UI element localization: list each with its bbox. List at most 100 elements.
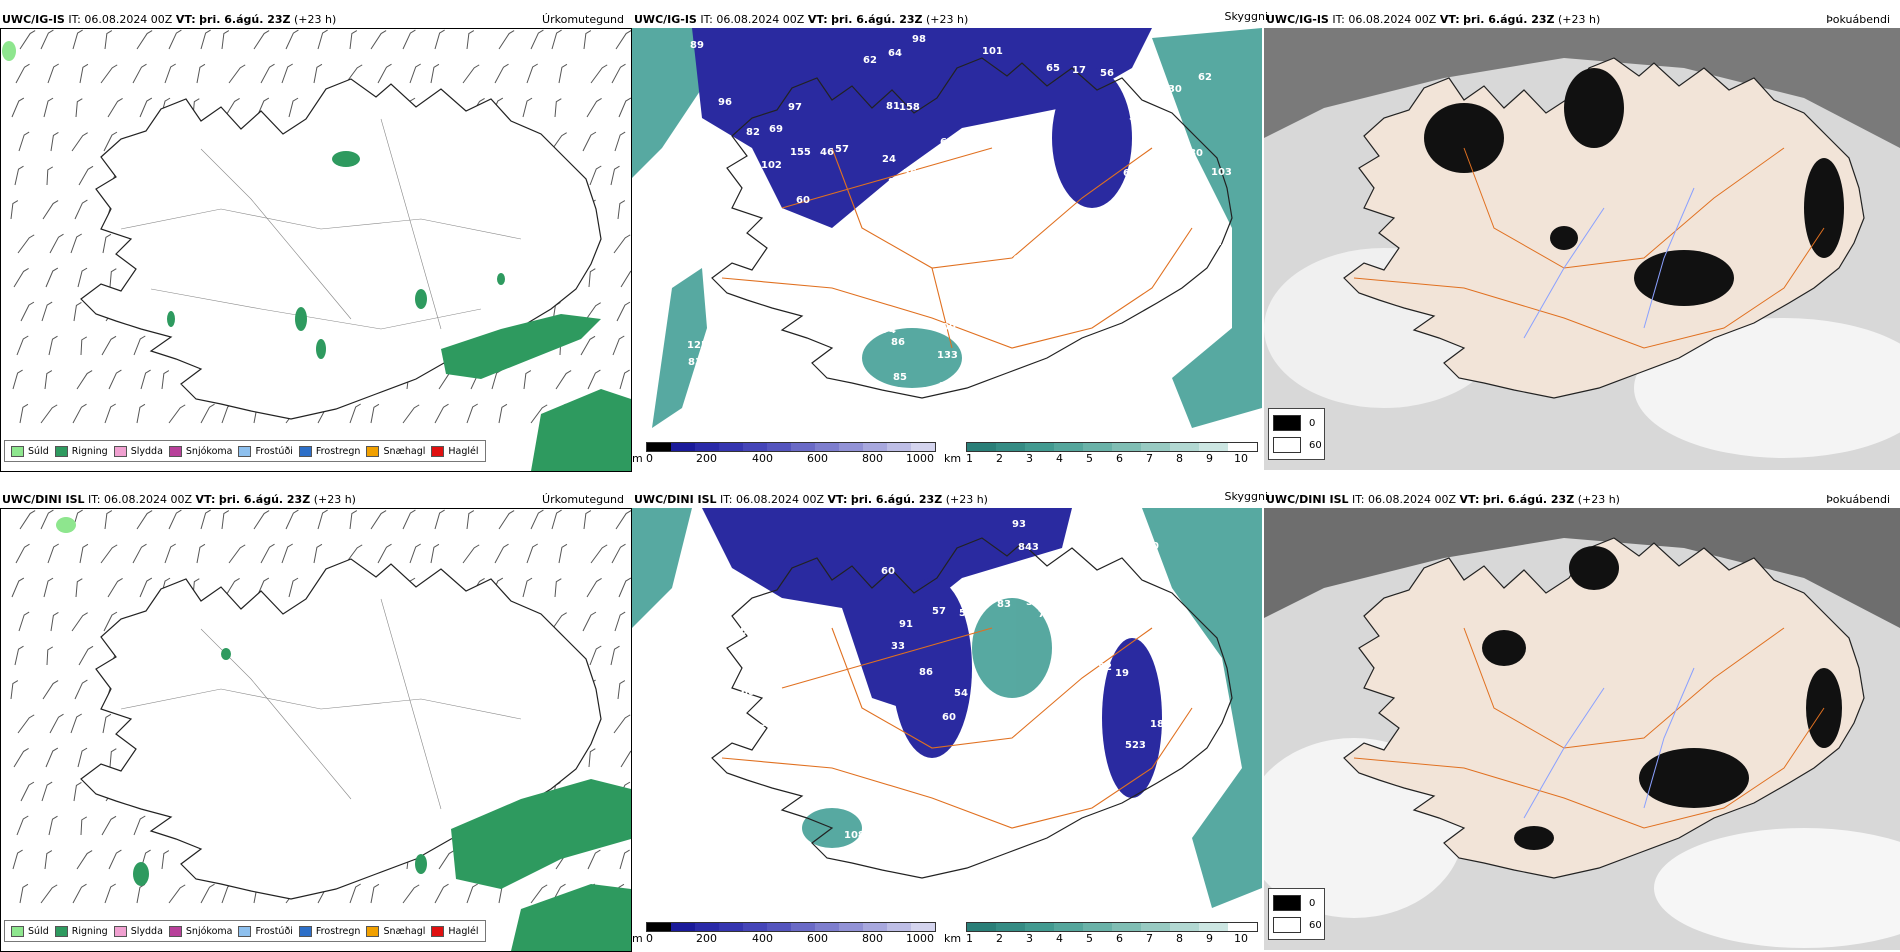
wind-barb [19, 510, 36, 530]
wind-barb [589, 645, 602, 666]
wind-barb [554, 98, 562, 118]
wind-barb [17, 234, 35, 254]
ceiling-label: 88 [1158, 809, 1172, 820]
ceiling-label: 52 [731, 839, 745, 850]
wind-barb [19, 883, 29, 904]
ceiling-label: 67 [1161, 135, 1175, 146]
wind-barb [140, 369, 151, 390]
ceiling-label: 64 [888, 48, 902, 59]
wind-barb [613, 714, 631, 734]
ceiling-label: 33 [891, 641, 905, 652]
ceiling-label: 56 [1100, 68, 1114, 79]
wind-barb [48, 815, 58, 836]
panel-field-title: Úrkomutegund [542, 493, 624, 506]
wind-barb [586, 97, 602, 118]
wind-barb [108, 369, 122, 390]
ceiling-label: 62 [1198, 72, 1212, 83]
ceiling-label: 57 [715, 778, 729, 789]
wind-barb [554, 578, 562, 598]
wind-barb [285, 29, 299, 50]
wind-barb [345, 64, 363, 84]
ceiling-label: 74 [882, 325, 896, 336]
ceiling-label: 69 [830, 731, 844, 742]
wind-barb [200, 29, 211, 50]
wind-barb [80, 336, 88, 356]
drizzle-swatch [11, 445, 24, 457]
ceiling-label: 38 [773, 696, 787, 707]
ceiling-label: 94 [710, 179, 724, 190]
ceiling-label: 66 [1027, 273, 1041, 284]
ceiling-label: 57 [835, 144, 849, 155]
ceiling-label: 40 [1159, 603, 1173, 614]
wind-barb [590, 544, 608, 564]
ceiling-label: 17 [1072, 65, 1086, 76]
ceiling-label: 51 [728, 300, 742, 311]
ceiling-label: 91 [872, 720, 886, 731]
wind-barb [430, 543, 440, 564]
panel-field-title: Þokuábendi [1826, 493, 1890, 506]
wind-barb [196, 63, 206, 84]
wind-barb [613, 234, 631, 254]
ceiling-label: 82 [746, 127, 760, 138]
wind-barb [40, 29, 54, 50]
ceiling-labels-top: 50 94 130 115 99 94 81 67 51 57 83 139 158 91 94 96 64 10… [632, 28, 1262, 438]
wind-barb [253, 510, 270, 530]
snow-hail-swatch [366, 445, 380, 457]
wind-barb [104, 510, 113, 530]
wind-barb [466, 403, 478, 424]
panel-title: UWC/DINI ISL IT: 06.08.2024 00Z VT: þri.… [1266, 493, 1620, 506]
wind-barb [73, 781, 82, 802]
ceiling-label: 60 [881, 566, 895, 577]
wind-barb [317, 509, 328, 530]
ceiling-label: 52 [734, 385, 748, 396]
ceiling-label: 42 [1070, 353, 1084, 364]
ceiling-label: 126 [962, 188, 983, 199]
wind-barb [76, 850, 93, 870]
wind-barb [498, 30, 515, 50]
ceiling-label: 60 [741, 687, 755, 698]
wind-barb [288, 577, 299, 598]
wind-barb [620, 750, 631, 768]
wind-barb [109, 748, 117, 768]
wind-barb [409, 543, 421, 564]
wind-barb [617, 680, 626, 700]
rain-areas [133, 648, 631, 951]
wind-barb [587, 369, 601, 390]
snow-hail-swatch [366, 925, 380, 937]
wind-barb [584, 302, 601, 322]
river-lines [1523, 667, 1695, 819]
wind-barb [313, 63, 323, 84]
wind-barb [200, 403, 215, 424]
panel-title: UWC/IG-IS IT: 06.08.2024 00Z VT: þri. 6.… [1266, 13, 1601, 26]
wind-barb [610, 645, 620, 666]
wind-barb [256, 577, 270, 598]
wind-barb [71, 132, 88, 152]
visibility-colorbar: km 1 2 3 4 5 6 7 8 9 10 [944, 442, 1262, 468]
wind-barb [72, 403, 87, 424]
ceiling-label: 54 [954, 688, 968, 699]
fog-map [1264, 508, 1900, 950]
ceiling-label: 85 [893, 372, 907, 383]
drizzle-area [56, 517, 76, 533]
wind-barb [370, 403, 380, 424]
wind-barb [196, 543, 206, 564]
ceiling-label: 94 [737, 379, 751, 390]
wind-barb [161, 370, 170, 390]
ceiling-label: 26 [939, 381, 953, 392]
wind-barb [616, 301, 631, 322]
ceiling-map [632, 28, 1262, 438]
wind-barb [77, 747, 88, 768]
wind-barb [224, 577, 240, 598]
ceiling-label: 57 [932, 606, 946, 617]
wind-barb [588, 268, 596, 288]
wind-barb [12, 369, 23, 390]
ceiling-label: 296 [1134, 265, 1155, 276]
wind-barb [50, 131, 59, 152]
ceiling-labels-bottom: 44 55 244 123 88 82 81 69 60 57 74 63 57 60 57 57 68 54 49… [632, 508, 1262, 918]
panel-field-title: Úrkomutegund [542, 13, 624, 26]
wind-barb [132, 63, 147, 84]
wind-barb [224, 97, 240, 118]
ceiling-label: 133 [937, 350, 958, 361]
wind-barb [402, 884, 420, 904]
ceiling-label: 102 [761, 160, 782, 171]
